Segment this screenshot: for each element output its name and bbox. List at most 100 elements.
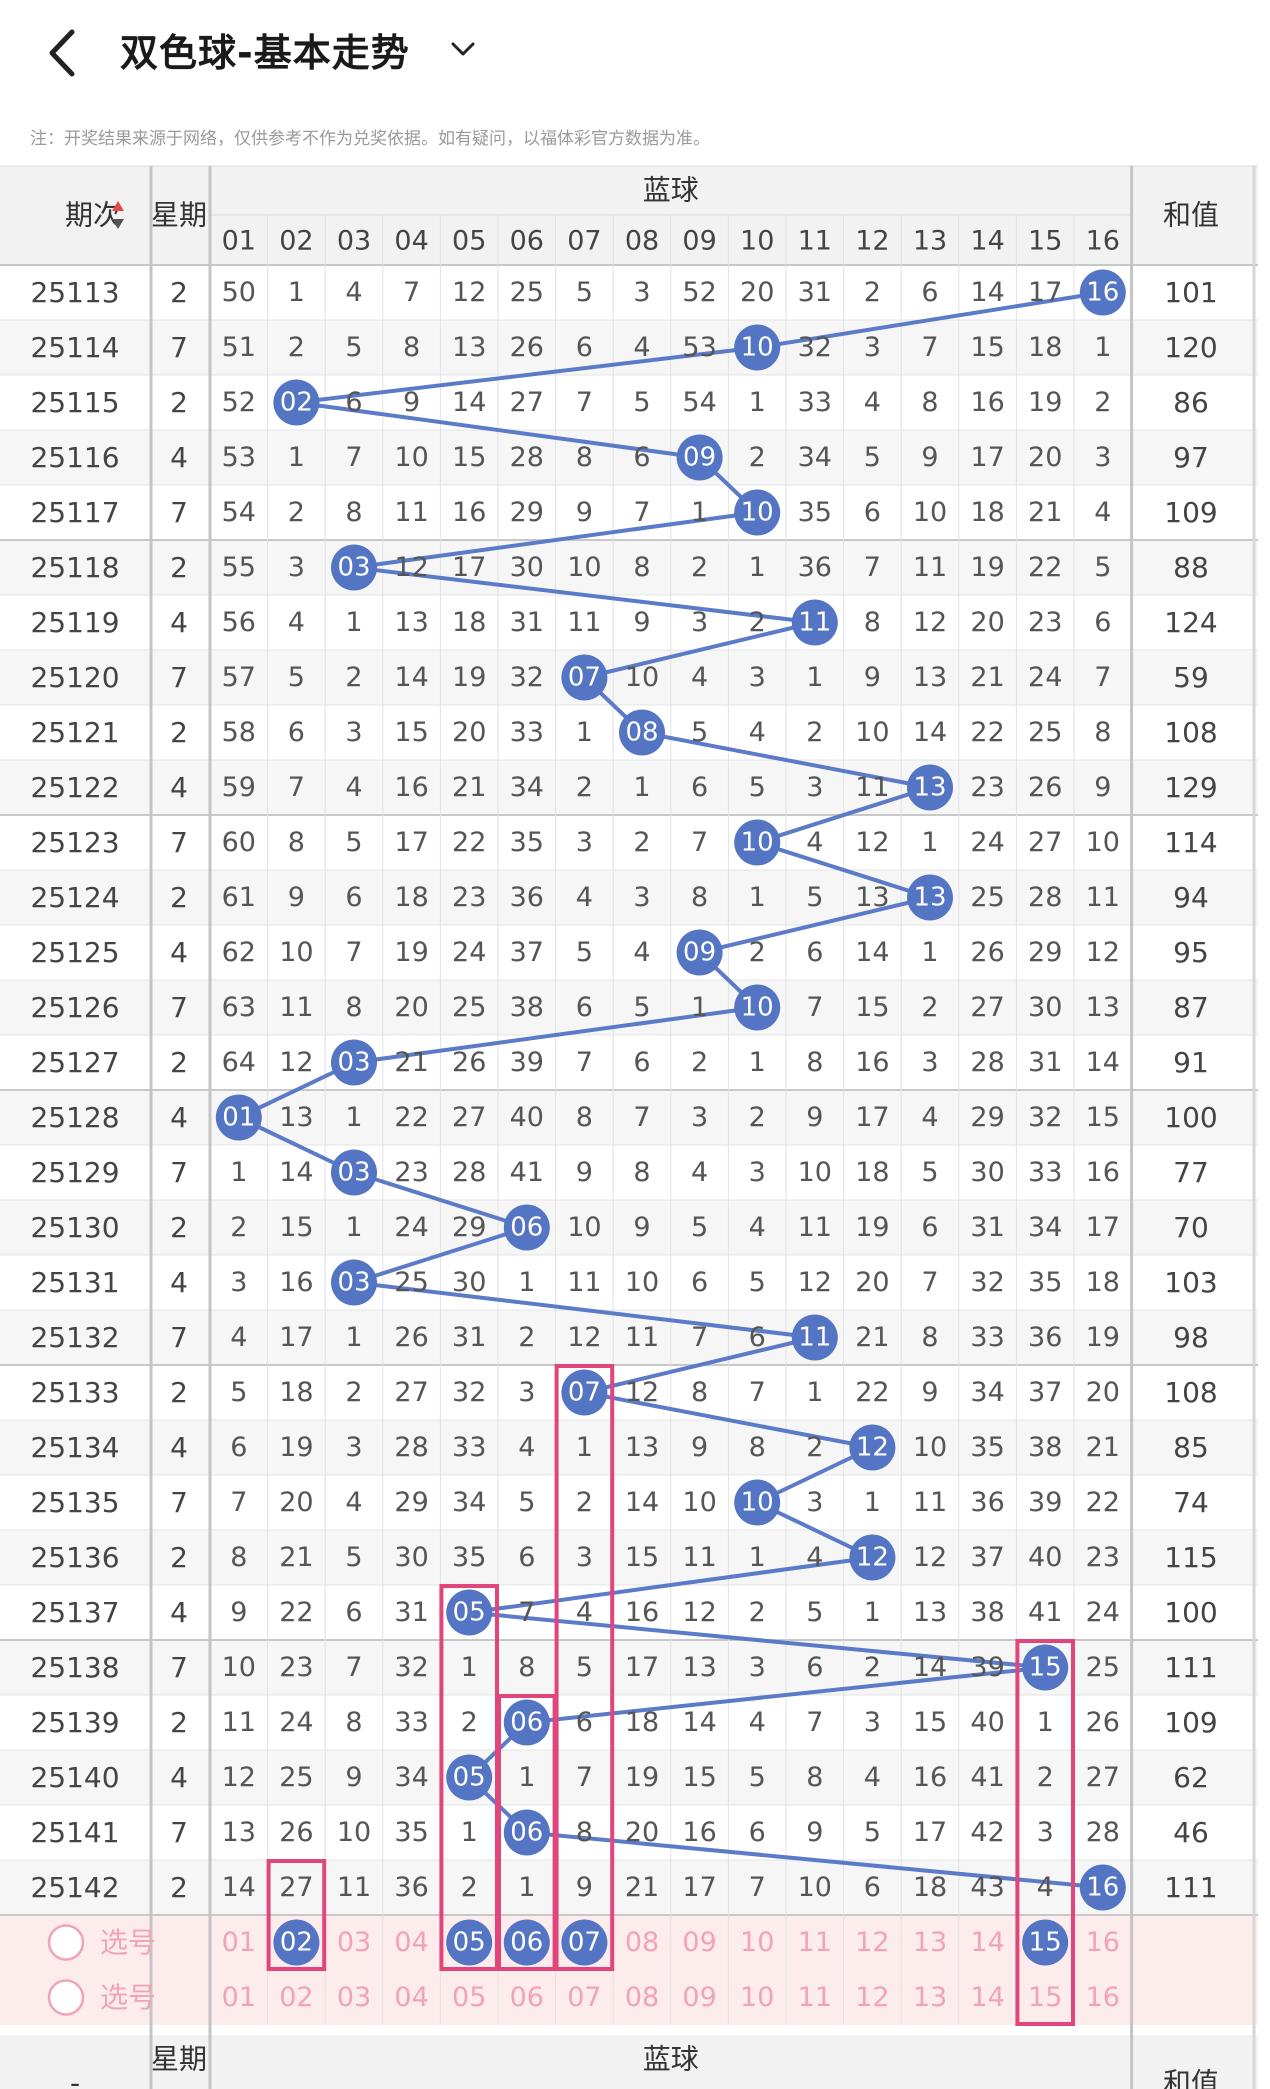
omission-cell: 11 — [625, 1322, 659, 1353]
omission-cell: 8 — [518, 1652, 535, 1683]
chevron-down-icon[interactable] — [448, 34, 478, 64]
pick-number[interactable]: 16 — [1086, 1927, 1120, 1958]
period-cell: 25124 — [30, 881, 119, 914]
pick-number[interactable]: 11 — [798, 1927, 832, 1958]
omission-cell: 1 — [345, 607, 362, 638]
pick-number[interactable]: 08 — [625, 1982, 659, 2013]
omission-cell: 57 — [222, 662, 256, 693]
omission-cell: 2 — [576, 1487, 593, 1518]
blue-ball-number: 03 — [337, 553, 370, 583]
omission-cell: 2 — [230, 1212, 247, 1243]
omission-cell: 2 — [576, 772, 593, 803]
omission-cell: 27 — [279, 1872, 313, 1903]
omission-cell: 4 — [1094, 497, 1111, 528]
omission-cell: 19 — [625, 1762, 659, 1793]
select-radio[interactable] — [47, 1979, 85, 2016]
pick-number[interactable]: 11 — [798, 1982, 832, 2013]
omission-cell: 16 — [855, 1047, 889, 1078]
omission-cell: 9 — [633, 607, 650, 638]
pick-number[interactable]: 02 — [279, 1982, 313, 2013]
sort-up-icon[interactable] — [112, 201, 124, 211]
omission-cell: 15 — [625, 1542, 659, 1573]
omission-cell: 6 — [345, 387, 362, 418]
period-cell: 25133 — [30, 1376, 119, 1409]
pick-number[interactable]: 08 — [625, 1927, 659, 1958]
selected-ball-number[interactable]: 06 — [510, 1928, 543, 1958]
omission-cell: 2 — [806, 1432, 823, 1463]
pick-number[interactable]: 12 — [855, 1927, 889, 1958]
pick-number[interactable]: 04 — [394, 1927, 428, 1958]
pick-number[interactable]: 10 — [740, 1927, 774, 1958]
omission-cell: 2 — [864, 277, 881, 308]
omission-cell: 35 — [798, 497, 832, 528]
sort-down-icon[interactable] — [112, 219, 124, 229]
omission-cell: 3 — [576, 1542, 593, 1573]
omission-cell: 4 — [921, 1102, 938, 1133]
omission-cell: 19 — [1086, 1322, 1120, 1353]
selected-ball-number[interactable]: 15 — [1029, 1928, 1062, 1958]
omission-cell: 25 — [279, 1762, 313, 1793]
omission-cell: 9 — [806, 1102, 823, 1133]
omission-cell: 7 — [518, 1597, 535, 1628]
blue-ball-hit — [503, 1699, 550, 1746]
selected-ball-number[interactable]: 07 — [568, 1928, 601, 1958]
omission-cell: 1 — [806, 662, 823, 693]
omission-cell: 34 — [452, 1487, 486, 1518]
pick-number[interactable]: 14 — [970, 1982, 1004, 2013]
pick-number[interactable]: 01 — [222, 1927, 256, 1958]
omission-cell: 14 — [625, 1487, 659, 1518]
selected-ball[interactable] — [1022, 1919, 1069, 1966]
omission-cell: 13 — [1086, 992, 1120, 1023]
omission-cell: 8 — [576, 1102, 593, 1133]
pick-number[interactable]: 03 — [337, 1927, 371, 1958]
omission-cell: 4 — [864, 387, 881, 418]
pick-number[interactable]: 13 — [913, 1927, 947, 1958]
omission-cell: 7 — [345, 442, 362, 473]
week-cell: 2 — [170, 716, 188, 749]
blue-ball-hit — [273, 379, 320, 426]
select-label[interactable]: 选号 — [100, 1926, 156, 1959]
selected-ball[interactable] — [503, 1919, 550, 1966]
selected-ball[interactable] — [446, 1919, 493, 1966]
week-cell: 7 — [170, 496, 188, 529]
selected-ball-number[interactable]: 05 — [453, 1928, 486, 1958]
pick-number[interactable]: 05 — [452, 1982, 486, 2013]
omission-cell: 14 — [913, 1652, 947, 1683]
pick-number[interactable]: 15 — [1028, 1982, 1062, 2013]
selected-ball-number[interactable]: 02 — [280, 1928, 313, 1958]
omission-cell: 25 — [452, 992, 486, 1023]
selected-ball[interactable] — [561, 1919, 608, 1966]
pick-number[interactable]: 04 — [394, 1982, 428, 2013]
row-stripe — [0, 430, 1258, 485]
omission-cell: 37 — [1028, 1377, 1062, 1408]
select-radio[interactable] — [47, 1924, 85, 1961]
blue-ball-number: 11 — [798, 608, 831, 638]
pick-number[interactable]: 07 — [567, 1982, 601, 2013]
selected-ball[interactable] — [273, 1919, 320, 1966]
omission-cell: 17 — [394, 827, 428, 858]
pick-number[interactable]: 10 — [740, 1982, 774, 2013]
pick-number[interactable]: 16 — [1086, 1982, 1120, 2013]
omission-cell: 23 — [452, 882, 486, 913]
select-label[interactable]: 选号 — [100, 1981, 156, 2014]
pick-number[interactable]: 13 — [913, 1982, 947, 2013]
omission-cell: 53 — [222, 442, 256, 473]
week-cell: 7 — [170, 1651, 188, 1684]
omission-cell: 31 — [798, 277, 832, 308]
omission-cell: 22 — [1086, 1487, 1120, 1518]
back-arrow-icon[interactable] — [40, 26, 88, 80]
blue-ball-hit — [446, 1754, 493, 1801]
pick-number[interactable]: 09 — [682, 1927, 716, 1958]
pick-number[interactable]: 06 — [510, 1982, 544, 2013]
omission-cell: 33 — [452, 1432, 486, 1463]
pick-number[interactable]: 12 — [855, 1982, 889, 2013]
pick-number[interactable]: 03 — [337, 1982, 371, 2013]
pick-number[interactable]: 01 — [222, 1982, 256, 2013]
omission-cell: 2 — [345, 662, 362, 693]
pick-number[interactable]: 14 — [970, 1927, 1004, 1958]
omission-cell: 2 — [749, 607, 766, 638]
column-header-period[interactable]: 期次 — [65, 199, 121, 232]
omission-cell: 7 — [921, 332, 938, 363]
pick-number[interactable]: 09 — [682, 1982, 716, 2013]
omission-cell: 5 — [691, 1212, 708, 1243]
